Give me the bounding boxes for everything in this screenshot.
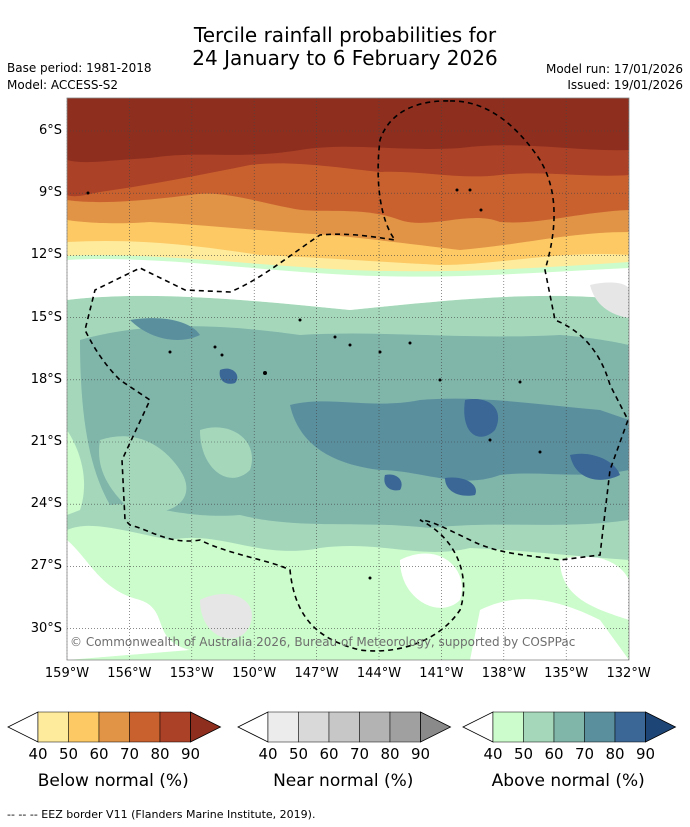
above-80-patch-2 xyxy=(570,453,620,480)
colorbar xyxy=(462,711,677,743)
colorbar-title: Above normal (%) xyxy=(491,771,645,791)
lon-label: 156°W xyxy=(107,666,152,681)
islands xyxy=(86,188,542,580)
colorbar-segment xyxy=(98,711,130,743)
lat-label: 24°S xyxy=(30,496,62,512)
colorbar-segment xyxy=(159,711,191,743)
above-80-patch-3 xyxy=(445,477,476,496)
lat-label: 30°S xyxy=(30,620,62,636)
lon-label: 153°W xyxy=(169,666,214,681)
colorbar-extend-low xyxy=(237,711,269,743)
colorbar-tick-label: 60 xyxy=(89,745,109,763)
above-70-patch-nw xyxy=(130,318,200,340)
colorbar-segment xyxy=(492,711,524,743)
colorbar-tick-label: 90 xyxy=(410,745,431,763)
above-40-patch-w xyxy=(67,430,85,515)
colorbar-extend-high xyxy=(420,711,452,743)
lat-label: 12°S xyxy=(30,247,62,263)
colorbar-segment xyxy=(614,711,646,743)
model-name: Model: ACCESS-S2 xyxy=(7,78,119,92)
map-frame xyxy=(66,97,630,661)
colorbar xyxy=(237,711,452,743)
lon-label: 159°W xyxy=(44,666,90,681)
lon-label: 141°W xyxy=(419,666,464,681)
colorbar-segment xyxy=(298,711,330,743)
colorbar-extend-high xyxy=(190,711,222,743)
neutral-patch-e xyxy=(560,556,629,620)
issued-date: Issued: 19/01/2026 xyxy=(567,78,683,92)
lon-label: 132°W xyxy=(606,666,651,681)
lat-label: 6°S xyxy=(38,123,62,138)
colorbar-title: Near normal (%) xyxy=(273,771,414,791)
colorbar-tick-label: 80 xyxy=(150,745,170,763)
base-period: Base period: 1981-2018 xyxy=(7,61,152,75)
colorbar-segment xyxy=(523,711,555,743)
colorbar-segment xyxy=(267,711,299,743)
lat-label: 15°S xyxy=(30,309,62,325)
copyright-text: © Commonwealth of Australia 2026, Bureau… xyxy=(70,635,576,649)
colorbar-tick-label: 40 xyxy=(258,745,278,763)
above-80-patch-1 xyxy=(464,399,499,437)
colorbar-segment xyxy=(129,711,161,743)
neutral-patch-s xyxy=(400,553,462,608)
colorbar-extend-low xyxy=(462,711,494,743)
lon-label: 147°W xyxy=(294,666,339,681)
colorbar-segment xyxy=(584,711,616,743)
transition-band xyxy=(67,258,629,310)
colorbar-tick-label: 70 xyxy=(349,745,370,763)
colorbar-tick-label: 90 xyxy=(180,745,201,763)
lon-label: 144°W xyxy=(356,666,402,681)
colorbar-tick-label: 70 xyxy=(119,745,140,763)
colorbar-extend-low xyxy=(7,711,39,743)
above-80-patch-4 xyxy=(384,474,402,491)
lon-label: 135°W xyxy=(544,666,589,681)
eez-legend-note: -- -- -- EEZ border V11 (Flanders Marine… xyxy=(7,808,316,821)
lon-label: 150°W xyxy=(232,666,277,681)
colorbar-segment xyxy=(328,711,360,743)
above-50-patch-w xyxy=(99,436,187,513)
colorbar-tick-label: 60 xyxy=(319,745,339,763)
colorbar-segment xyxy=(553,711,585,743)
eez-border xyxy=(84,100,629,652)
map-fill-layers xyxy=(67,98,629,660)
colorbar-title: Below normal (%) xyxy=(37,771,189,791)
colorbar-tick-label: 40 xyxy=(483,745,503,763)
near-normal-patch-e xyxy=(590,282,629,318)
title-line-1: Tercile rainfall probabilities for xyxy=(193,23,497,47)
title-line-2: 24 January to 6 February 2026 xyxy=(192,46,498,70)
lat-label: 21°S xyxy=(30,434,62,449)
above-50-patch-c xyxy=(200,427,252,478)
colorbar-segment xyxy=(359,711,391,743)
above-70-region xyxy=(290,398,629,481)
colorbar-tick-label: 50 xyxy=(58,745,79,763)
lat-label: 18°S xyxy=(30,371,62,387)
lon-label: 138°W xyxy=(481,666,526,681)
near-normal-patch xyxy=(200,594,252,639)
colorbar-tick-label: 60 xyxy=(544,745,564,763)
neutral-patch-se xyxy=(470,599,629,660)
below-90-band xyxy=(67,98,629,163)
lat-label: 9°S xyxy=(38,185,62,201)
lat-label: 27°S xyxy=(30,558,62,574)
colorbar-tick-label: 80 xyxy=(605,745,625,763)
colorbar-tick-label: 50 xyxy=(288,745,309,763)
colorbar-tick-label: 70 xyxy=(574,745,595,763)
colorbar-tick-label: 50 xyxy=(513,745,534,763)
colorbar-tick-label: 40 xyxy=(28,745,48,763)
colorbar-segment xyxy=(37,711,69,743)
colorbar-extend-high xyxy=(645,711,677,743)
colorbar-segment xyxy=(68,711,100,743)
colorbar-tick-label: 80 xyxy=(380,745,400,763)
neutral-patch-sw xyxy=(67,540,190,660)
colorbar-segment xyxy=(389,711,421,743)
model-run: Model run: 17/01/2026 xyxy=(545,62,683,76)
colorbar-tick-label: 90 xyxy=(635,745,656,763)
colorbar xyxy=(7,711,222,743)
